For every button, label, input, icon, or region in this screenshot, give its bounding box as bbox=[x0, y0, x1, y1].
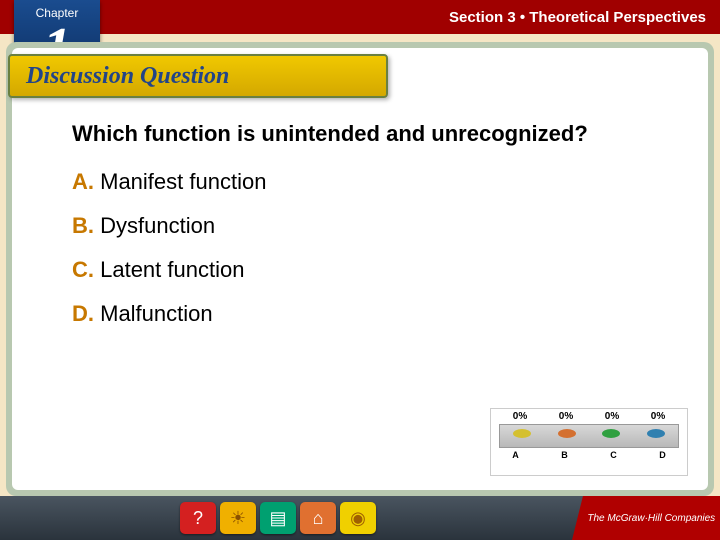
chart-label: A bbox=[512, 450, 519, 460]
section-header: Section 3 • Theoretical Perspectives bbox=[0, 0, 720, 34]
book-button[interactable]: ▤ bbox=[260, 502, 296, 534]
chart-pct: 0% bbox=[651, 411, 665, 422]
chart-pct: 0% bbox=[513, 411, 527, 422]
option-letter: D. bbox=[72, 301, 94, 326]
chart-pct: 0% bbox=[605, 411, 619, 422]
home-button[interactable]: ⌂ bbox=[300, 502, 336, 534]
help-icon: ? bbox=[193, 508, 203, 529]
disc-icon: ◉ bbox=[350, 508, 366, 529]
publisher-text: The McGraw·Hill Companies bbox=[588, 513, 716, 524]
slide-frame: Discussion Question Which function is un… bbox=[6, 42, 714, 496]
book-icon: ▤ bbox=[269, 508, 286, 529]
home-icon: ⌂ bbox=[313, 508, 324, 529]
sun-button[interactable]: ☀ bbox=[220, 502, 256, 534]
publisher-logo: The McGraw·Hill Companies bbox=[572, 496, 720, 540]
chart-percent-row: 0% 0% 0% 0% bbox=[491, 409, 687, 422]
chart-stage bbox=[499, 424, 679, 448]
chart-label: C bbox=[610, 450, 617, 460]
disc-button[interactable]: ◉ bbox=[340, 502, 376, 534]
dot-d bbox=[647, 429, 665, 438]
option-c[interactable]: C. Latent function bbox=[72, 257, 680, 283]
response-chart: 0% 0% 0% 0% A B C D bbox=[490, 408, 688, 476]
option-text: Manifest function bbox=[94, 169, 266, 194]
chart-label-row: A B C D bbox=[491, 448, 687, 460]
chart-label: D bbox=[659, 450, 666, 460]
option-b[interactable]: B. Dysfunction bbox=[72, 213, 680, 239]
option-d[interactable]: D. Malfunction bbox=[72, 301, 680, 327]
dot-b bbox=[558, 429, 576, 438]
option-letter: B. bbox=[72, 213, 94, 238]
chart-label: B bbox=[561, 450, 568, 460]
chart-dots bbox=[500, 429, 678, 438]
dot-a bbox=[513, 429, 531, 438]
content-area: Discussion Question Which function is un… bbox=[12, 48, 708, 490]
option-text: Latent function bbox=[94, 257, 244, 282]
sun-icon: ☀ bbox=[230, 508, 246, 529]
banner-title: Discussion Question bbox=[26, 63, 229, 90]
nav-button-cluster: ? ☀ ▤ ⌂ ◉ bbox=[180, 502, 376, 534]
option-text: Dysfunction bbox=[94, 213, 215, 238]
title-banner: Discussion Question bbox=[8, 54, 388, 98]
question-text: Which function is unintended and unrecog… bbox=[72, 120, 680, 149]
option-a[interactable]: A. Manifest function bbox=[72, 169, 680, 195]
option-text: Malfunction bbox=[94, 301, 213, 326]
help-button[interactable]: ? bbox=[180, 502, 216, 534]
option-letter: C. bbox=[72, 257, 94, 282]
dot-c bbox=[602, 429, 620, 438]
chart-pct: 0% bbox=[559, 411, 573, 422]
section-title: Section 3 • Theoretical Perspectives bbox=[449, 9, 706, 26]
option-letter: A. bbox=[72, 169, 94, 194]
